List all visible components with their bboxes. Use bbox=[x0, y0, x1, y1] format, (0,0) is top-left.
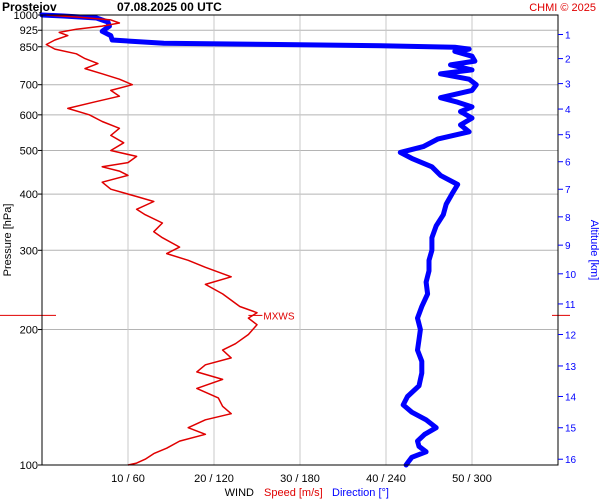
wind-tick-label: 20 / 120 bbox=[194, 473, 234, 485]
altitude-tick-label: 9 bbox=[565, 241, 571, 252]
altitude-tick-label: 6 bbox=[565, 158, 571, 169]
pressure-tick-label: 850 bbox=[20, 42, 38, 54]
wind-axis: 10 / 60 20 / 120 30 / 180 40 / 240 50 / 300 bbox=[111, 473, 492, 485]
pressure-axis-label: Pressure [hPa] bbox=[2, 204, 14, 277]
mxws-label: MXWS bbox=[263, 311, 294, 322]
datetime-title: 07.08.2025 00 UTC bbox=[117, 0, 222, 14]
speed-axis-label: Speed [m/s] bbox=[264, 487, 323, 499]
speed-series-line bbox=[45, 14, 258, 466]
station-title: Prostejov bbox=[2, 0, 57, 14]
pressure-tick-label: 925 bbox=[20, 25, 38, 37]
direction-axis-label: Direction [°] bbox=[332, 487, 389, 499]
pressure-tick-label: 200 bbox=[20, 325, 38, 337]
altitude-tick-label: 12 bbox=[565, 330, 577, 341]
wind-axis-label: WIND bbox=[225, 487, 254, 499]
altitude-tick-label: 11 bbox=[565, 300, 576, 311]
wind-tick-label: 40 / 240 bbox=[366, 473, 406, 485]
series-lines bbox=[39, 12, 479, 468]
altitude-tick-label: 4 bbox=[565, 105, 571, 116]
wind-tick-label: 30 / 180 bbox=[280, 473, 320, 485]
annotations: MXWS bbox=[0, 311, 570, 322]
altitude-axis-label: Altitude [km] bbox=[588, 220, 600, 281]
pressure-tick-label: 100 bbox=[20, 460, 38, 472]
altitude-tick-label: 2 bbox=[565, 55, 571, 66]
pressure-tick-label: 600 bbox=[20, 110, 38, 122]
pressure-tick-label: 300 bbox=[20, 245, 38, 257]
wind-tick-label: 10 / 60 bbox=[111, 473, 145, 485]
plot-frame bbox=[41, 14, 559, 466]
altitude-tick-label: 16 bbox=[565, 455, 577, 466]
direction-series-line bbox=[39, 12, 479, 468]
pressure-tick-label: 1000 bbox=[14, 10, 38, 22]
altitude-tick-label: 14 bbox=[565, 392, 577, 403]
altitude-tick-label: 1 bbox=[565, 31, 571, 42]
altitude-tick-label: 13 bbox=[565, 362, 577, 373]
grid bbox=[42, 14, 558, 466]
pressure-tick-label: 500 bbox=[20, 145, 38, 157]
altitude-tick-label: 5 bbox=[565, 131, 571, 142]
pressure-tick-label: 400 bbox=[20, 189, 38, 201]
pressure-tick-label: 700 bbox=[20, 80, 38, 92]
altitude-tick-label: 8 bbox=[565, 213, 571, 224]
pressure-axis: 100 200 300 400 500 600 700 850 925 1000 bbox=[14, 10, 42, 472]
altitude-tick-label: 3 bbox=[565, 80, 571, 91]
altitude-tick-label: 10 bbox=[565, 270, 577, 281]
wind-tick-label: 50 / 300 bbox=[452, 473, 492, 485]
altitude-tick-label: 15 bbox=[565, 424, 577, 435]
altitude-tick-label: 7 bbox=[565, 185, 571, 196]
credit-label: CHMI © 2025 bbox=[529, 2, 596, 14]
